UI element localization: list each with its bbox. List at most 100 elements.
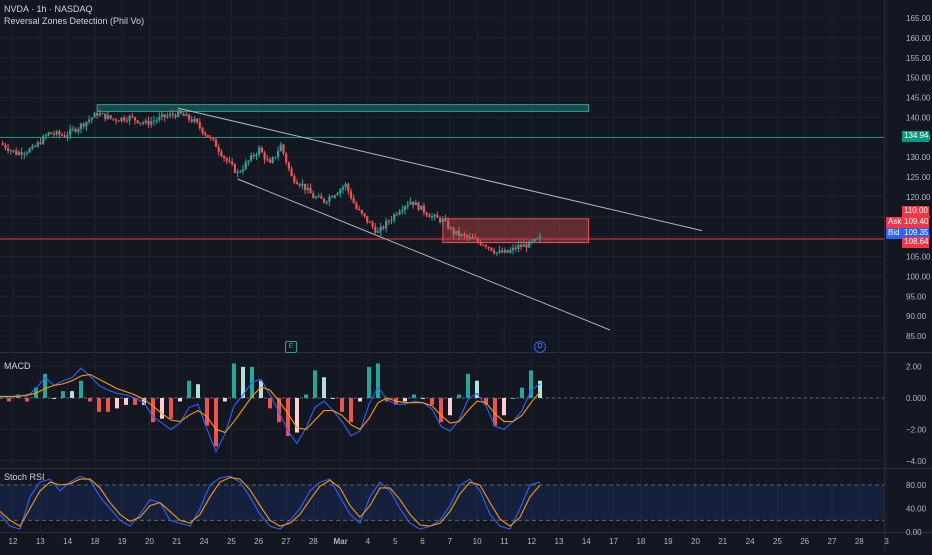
candle-body: [185, 114, 188, 116]
candle-body: [233, 164, 236, 173]
macd-histogram-bar: [0, 398, 2, 399]
macd-tick-label: 0.000: [906, 394, 927, 403]
candle-body: [66, 135, 69, 137]
candle-body: [77, 128, 80, 132]
candle-body: [155, 119, 158, 121]
candle-body: [39, 142, 42, 144]
ask-price: 109.40: [904, 217, 929, 226]
candle-body: [420, 205, 423, 210]
bid-price: 109.35: [904, 228, 929, 237]
level-tag-134-text: 134.94: [904, 131, 929, 140]
candle-body: [171, 113, 174, 116]
candle-body: [61, 134, 64, 136]
candle-body: [290, 168, 293, 176]
x-tick-label: 25: [773, 537, 782, 546]
x-tick-label: 7: [448, 537, 453, 546]
candle-body: [368, 222, 371, 224]
candle-body: [179, 110, 182, 114]
level-tag-110: 110.00: [902, 206, 929, 217]
candle-body: [190, 119, 193, 122]
x-tick-label: 14: [582, 537, 591, 546]
macd-tick-label: 2.00: [906, 363, 922, 372]
macd-histogram-bar: [43, 373, 47, 398]
candle-body: [133, 116, 137, 121]
candle-body: [498, 250, 501, 253]
candle-body: [339, 189, 342, 194]
candle-body: [479, 241, 482, 245]
candle-body: [160, 114, 164, 117]
candle-body: [320, 196, 323, 199]
x-tick-label: 17: [609, 537, 618, 546]
candle-body: [79, 123, 83, 129]
candle-body: [158, 116, 161, 120]
candle-body: [228, 161, 231, 163]
earnings-marker[interactable]: E: [285, 341, 297, 353]
price-tick-label: 90.00: [906, 312, 927, 321]
x-tick-label: 24: [746, 537, 755, 546]
candle-body: [244, 162, 247, 170]
candle-body: [536, 238, 539, 240]
price-tick-label: 85.00: [906, 332, 927, 341]
candle-body: [487, 246, 490, 248]
dividend-marker[interactable]: D: [534, 341, 546, 353]
candle-body: [101, 113, 104, 115]
x-tick-label: 25: [227, 537, 236, 546]
macd-histogram-bar: [304, 394, 308, 398]
candle-body: [112, 118, 115, 120]
candle-body: [274, 156, 277, 158]
macd-histogram-bar: [511, 398, 515, 399]
macd-histogram-bar: [529, 370, 533, 398]
x-tick-label: 11: [500, 537, 509, 546]
x-tick-label: 28: [309, 537, 318, 546]
candle-body: [452, 227, 455, 235]
stoch-tick-label: 80.00: [906, 481, 927, 490]
x-tick-label: 26: [254, 537, 263, 546]
candle-body: [50, 132, 53, 134]
candle-body: [214, 139, 218, 147]
candle-body: [517, 244, 520, 249]
candle-body: [109, 115, 112, 119]
candle-body: [371, 222, 374, 227]
candle-body: [398, 211, 401, 215]
candle-body: [217, 146, 220, 152]
candle-body: [314, 197, 317, 199]
macd-tick-label: −2.00: [906, 425, 927, 434]
macd-histogram-bar: [25, 398, 29, 402]
candle-body: [131, 115, 134, 117]
candle-body: [382, 226, 385, 229]
price-tick-label: 95.00: [906, 292, 927, 301]
candle-body: [336, 193, 339, 196]
candle-body: [322, 198, 326, 203]
candle-body: [358, 208, 361, 210]
candle-body: [366, 216, 369, 223]
x-tick-label: 4: [366, 537, 371, 546]
candle-body: [247, 160, 250, 163]
candle-body: [204, 132, 207, 135]
candle-body: [312, 193, 315, 199]
candle-body: [514, 247, 517, 249]
reversal-zone: [442, 218, 590, 244]
candle-body: [379, 226, 382, 232]
candle-body: [349, 191, 353, 199]
candle-body: [463, 233, 466, 236]
price-tick-label: 160.00: [906, 34, 931, 43]
candle-body: [209, 137, 212, 139]
stoch-k-line: [0, 475, 541, 530]
candle-body: [223, 156, 226, 159]
stoch-pane-title: Stoch RSI: [4, 472, 45, 482]
candle-body: [328, 196, 331, 202]
last-price-tag: 108.64: [902, 237, 929, 248]
candle-body: [309, 187, 312, 194]
stoch-tick-label: 0.00: [906, 528, 922, 537]
candle-body: [47, 132, 50, 136]
candle-body: [220, 151, 223, 157]
candle-body: [9, 150, 12, 152]
resistance-zone: [96, 104, 590, 112]
candle-body: [522, 244, 525, 247]
macd-histogram-bar: [502, 398, 506, 416]
candle-body: [258, 147, 261, 155]
candle-body: [17, 152, 20, 155]
macd-histogram-bar: [133, 398, 137, 405]
candle-body: [187, 114, 191, 120]
macd-histogram-bar: [520, 387, 524, 398]
